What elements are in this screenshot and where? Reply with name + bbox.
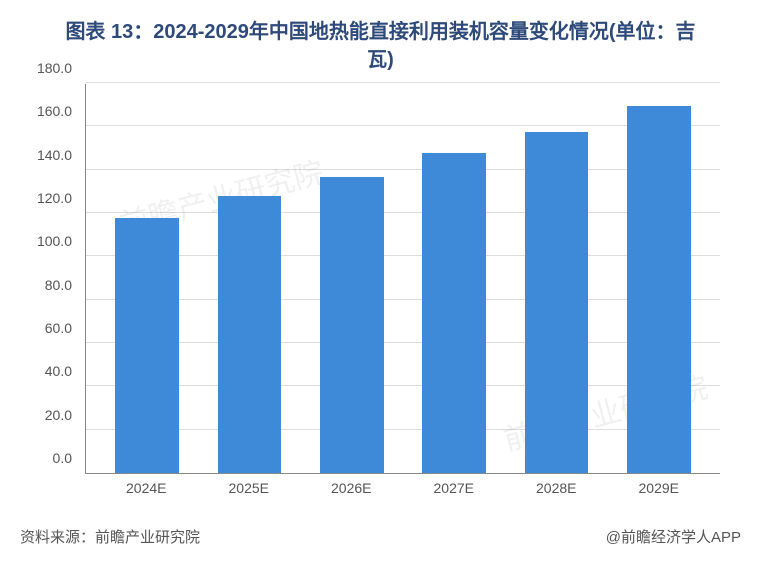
plot-region: 前瞻产业研究院 前瞻产业研究院 bbox=[85, 84, 720, 474]
bar bbox=[525, 132, 588, 473]
y-tick-label: 140.0 bbox=[37, 147, 72, 163]
source-value: 前瞻产业研究院 bbox=[95, 529, 200, 546]
bar-slot bbox=[608, 84, 710, 473]
x-tick-label: 2024E bbox=[95, 474, 198, 504]
bar bbox=[218, 196, 281, 473]
bar bbox=[115, 218, 178, 473]
x-axis-labels: 2024E2025E2026E2027E2028E2029E bbox=[85, 474, 720, 504]
y-tick-label: 60.0 bbox=[45, 320, 72, 336]
bars-group bbox=[86, 84, 720, 473]
x-tick-label: 2026E bbox=[300, 474, 403, 504]
y-tick-label: 100.0 bbox=[37, 233, 72, 249]
source-label: 资料来源： bbox=[20, 529, 95, 546]
x-tick-label: 2028E bbox=[505, 474, 608, 504]
x-tick-label: 2027E bbox=[403, 474, 506, 504]
chart-container: 图表 13：2024-2029年中国地热能直接利用装机容量变化情况(单位：吉瓦)… bbox=[0, 0, 761, 561]
y-tick-label: 20.0 bbox=[45, 407, 72, 423]
x-tick-label: 2029E bbox=[608, 474, 711, 504]
bar-slot bbox=[505, 84, 607, 473]
y-tick-label: 80.0 bbox=[45, 277, 72, 293]
chart-title: 图表 13：2024-2029年中国地热能直接利用装机容量变化情况(单位：吉瓦) bbox=[60, 18, 701, 74]
source-text: 资料来源：前瞻产业研究院 bbox=[20, 526, 200, 547]
footer: 资料来源：前瞻产业研究院 @前瞻经济学人APP bbox=[20, 526, 741, 547]
chart-area: 0.020.040.060.080.0100.0120.0140.0160.01… bbox=[30, 84, 730, 504]
x-tick-label: 2025E bbox=[198, 474, 301, 504]
y-tick-label: 120.0 bbox=[37, 190, 72, 206]
y-tick-label: 40.0 bbox=[45, 363, 72, 379]
y-tick-label: 0.0 bbox=[53, 450, 72, 466]
y-axis: 0.020.040.060.080.0100.0120.0140.0160.01… bbox=[30, 84, 80, 474]
y-tick-label: 180.0 bbox=[37, 60, 72, 76]
bar-slot bbox=[96, 84, 198, 473]
bar bbox=[320, 177, 383, 473]
bar-slot bbox=[198, 84, 300, 473]
grid-line bbox=[86, 82, 720, 83]
attribution-text: @前瞻经济学人APP bbox=[606, 526, 741, 547]
y-tick-label: 160.0 bbox=[37, 103, 72, 119]
bar bbox=[422, 153, 485, 473]
bar-slot bbox=[301, 84, 403, 473]
bar-slot bbox=[403, 84, 505, 473]
bar bbox=[627, 106, 690, 473]
